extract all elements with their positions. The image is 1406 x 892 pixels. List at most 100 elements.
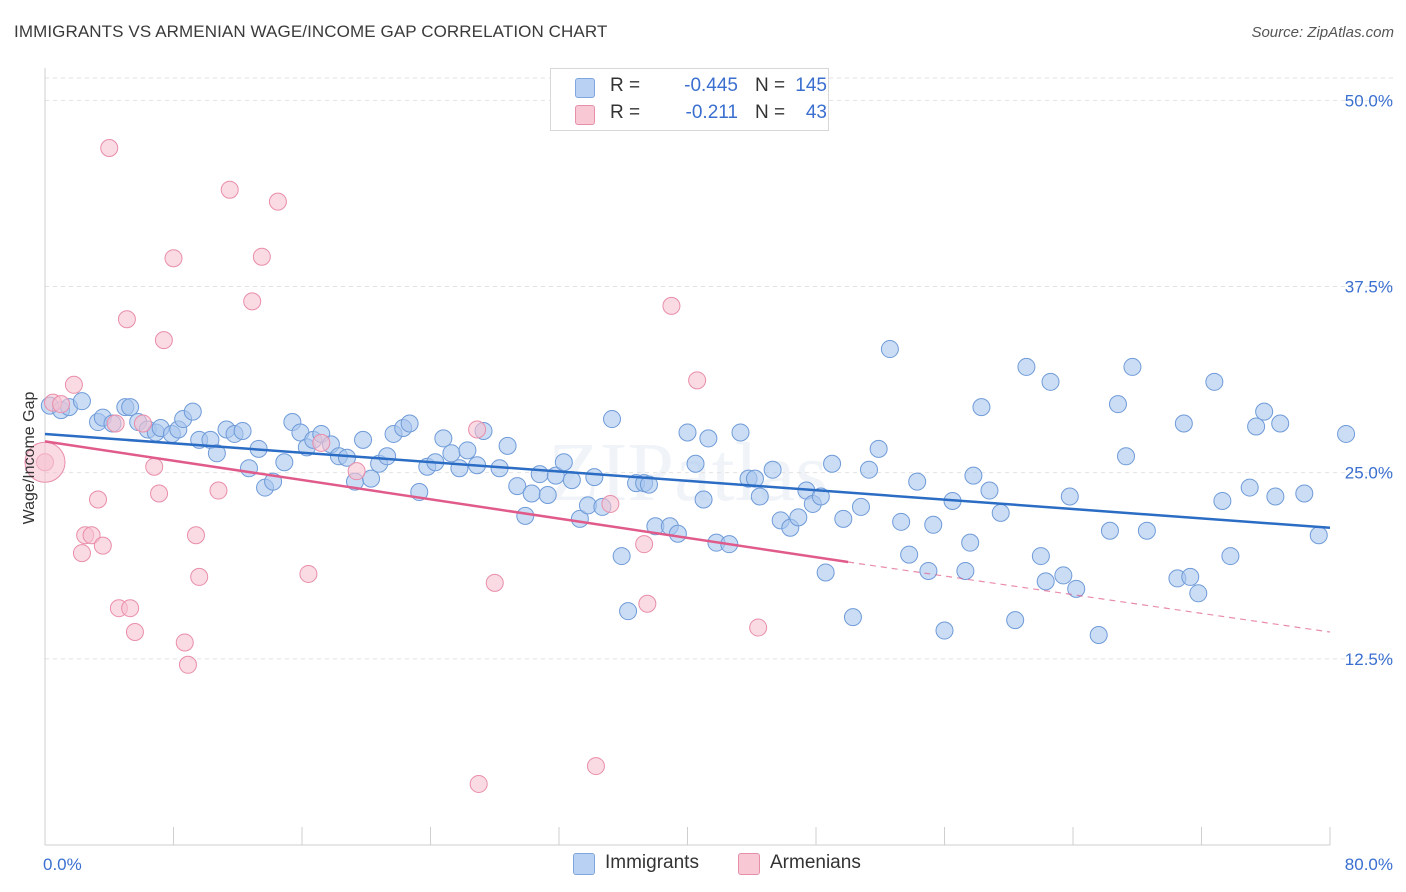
armenians-point	[145, 457, 164, 476]
armenians-point	[186, 526, 205, 545]
armenians-point	[52, 395, 71, 414]
immigrants-point	[121, 398, 140, 417]
immigrants-point	[816, 563, 835, 582]
armenians-point	[154, 331, 173, 350]
immigrants-point	[964, 466, 983, 485]
immigrants-point	[612, 547, 631, 566]
armenians-point	[72, 544, 91, 563]
immigrants-point	[694, 490, 713, 509]
armenians-point	[586, 757, 605, 776]
immigrants-point	[880, 340, 899, 359]
armenians-point	[178, 655, 197, 674]
immigrants-point	[1060, 487, 1079, 506]
y-tick-label: 50.0%	[1345, 91, 1393, 110]
legend-r-label: R =	[610, 102, 641, 123]
immigrants-point	[538, 486, 557, 505]
armenians-point	[635, 535, 654, 554]
armenians-point	[468, 420, 487, 439]
immigrants-point	[508, 477, 527, 496]
immigrants-point	[823, 454, 842, 473]
immigrants-point	[1108, 395, 1127, 414]
legend-n-label: N =	[755, 102, 786, 123]
legend-label-immigrants: Immigrants	[605, 852, 699, 873]
immigrants-point	[686, 454, 705, 473]
armenians-point	[125, 623, 144, 642]
immigrants-point	[207, 444, 226, 463]
immigrants-point	[1189, 584, 1208, 603]
immigrants-point	[991, 503, 1010, 522]
armenians-point	[64, 375, 83, 394]
immigrants-point	[1337, 424, 1356, 443]
armenians-point	[93, 536, 112, 555]
immigrants-point	[183, 402, 202, 421]
immigrants-point	[72, 392, 91, 411]
immigrants-point	[1255, 402, 1274, 421]
armenians-trend-extension	[848, 561, 1331, 633]
immigrants-point	[924, 515, 943, 534]
armenians-point	[133, 414, 152, 433]
immigrants-point	[498, 436, 517, 455]
immigrants-point	[562, 471, 581, 490]
legend-swatch-immigrants	[573, 853, 595, 875]
immigrants-point	[980, 481, 999, 500]
immigrants-point	[450, 459, 469, 478]
immigrants-point	[834, 509, 853, 528]
legend-swatch-armenians	[738, 853, 760, 875]
chart-title: IMMIGRANTS VS ARMENIAN WAGE/INCOME GAP C…	[14, 22, 608, 41]
armenians-point	[243, 292, 262, 311]
legend-n-label: N =	[755, 75, 786, 96]
immigrants-point	[554, 453, 573, 472]
y-tick-label: 37.5%	[1345, 278, 1393, 297]
immigrants-point	[750, 487, 769, 506]
immigrants-point	[1205, 372, 1224, 391]
armenians-point	[662, 296, 681, 315]
immigrants-point	[961, 533, 980, 552]
armenians-trend-line	[44, 440, 849, 564]
armenians-point	[190, 567, 209, 586]
immigrants-point	[1041, 372, 1060, 391]
immigrants-point	[851, 497, 870, 516]
immigrants-point	[1295, 484, 1314, 503]
y-axis-title: Wage/Income Gap	[21, 392, 38, 525]
armenians-point	[150, 484, 169, 503]
immigrants-point	[442, 444, 461, 463]
immigrants-point	[763, 460, 782, 479]
legend-r-value: -0.211	[685, 102, 738, 123]
immigrants-point	[908, 472, 927, 491]
immigrants-point	[233, 421, 252, 440]
stats-legend: R = -0.445 N = 145 R = -0.211 N = 43	[550, 68, 829, 131]
immigrants-point	[516, 506, 535, 525]
armenians-point	[82, 526, 101, 545]
x-tick-label: 80.0%	[1345, 855, 1393, 874]
y-tick-label: 25.0%	[1345, 464, 1393, 483]
immigrants-point	[919, 561, 938, 580]
immigrants-point	[619, 602, 638, 621]
source-credit: Source: ZipAtlas.com	[1251, 24, 1394, 41]
armenians-point	[175, 633, 194, 652]
immigrants-point	[639, 475, 658, 494]
legend-r-value: -0.445	[684, 75, 738, 96]
immigrants-point	[1100, 521, 1119, 540]
immigrants-point	[843, 608, 862, 627]
immigrants-point	[1181, 567, 1200, 586]
immigrants-point	[354, 430, 373, 449]
armenians-point	[485, 573, 504, 592]
legend-swatch-armenians	[575, 105, 595, 125]
immigrants-point	[668, 524, 687, 543]
armenians-point	[688, 371, 707, 390]
immigrants-point	[362, 469, 381, 488]
armenians-point	[638, 594, 657, 613]
immigrants-point	[522, 484, 541, 503]
armenians-point	[312, 433, 331, 452]
immigrants-point	[731, 423, 750, 442]
immigrants-point	[400, 414, 419, 433]
legend-label-armenians: Armenians	[770, 852, 861, 873]
y-tick-label: 12.5%	[1345, 650, 1393, 669]
immigrants-point	[1137, 521, 1156, 540]
armenians-point	[268, 192, 287, 211]
armenians-point	[117, 310, 136, 329]
y-tick-labels: 12.5% 25.0% 37.5% 50.0%	[1345, 91, 1393, 668]
immigrants-point	[1036, 572, 1055, 591]
immigrants-point	[1309, 526, 1328, 545]
